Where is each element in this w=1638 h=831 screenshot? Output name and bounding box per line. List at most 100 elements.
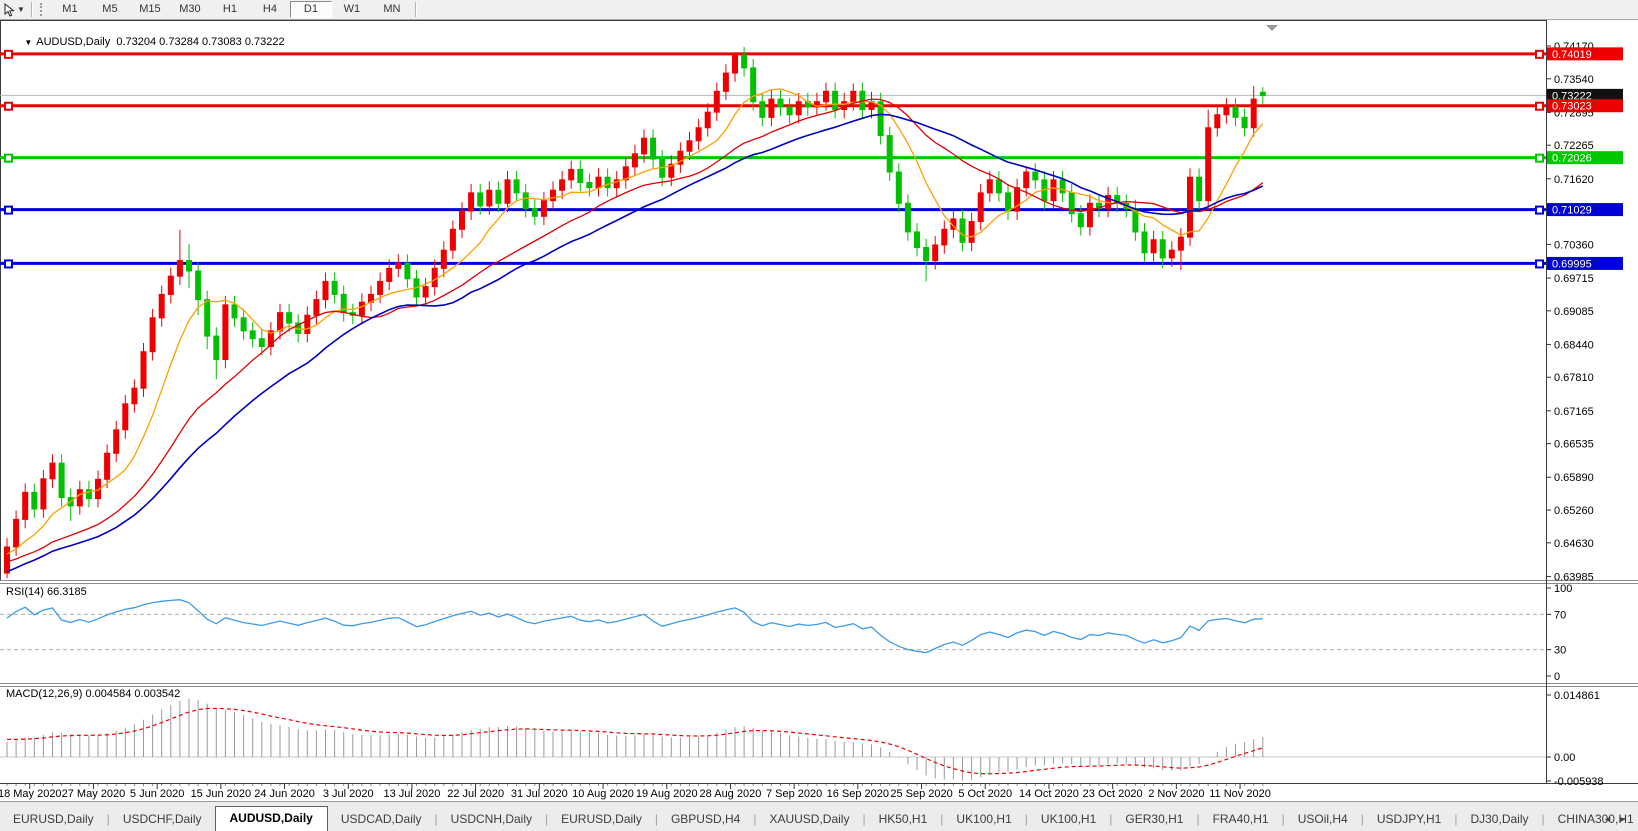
chart-area[interactable]: 0.74170 0.73540 0.72895 0.72265 0.71620 0.703… [0,20,1638,801]
date-label: 22 Jul 2020 [447,788,504,800]
rsi-tick-label: 70 [1554,609,1566,621]
rsi-line [6,599,1263,654]
candlestick-series[interactable] [4,47,1266,579]
chart-title: ▼ AUDUSD,Daily 0.73204 0.73284 0.73083 0.… [6,24,285,60]
price-tag-0.71029 [1547,203,1623,217]
line-anchor-square[interactable] [1535,205,1544,215]
date-label: 5 Jun 2020 [130,788,184,800]
tab-separator: | [1281,812,1285,826]
line-anchor-square[interactable] [4,259,13,269]
chart-tab-dj30-daily[interactable]: DJ30,Daily [1470,812,1529,826]
moving-average-20[interactable] [6,98,1264,563]
timeframe-button-d1[interactable]: D1 [289,1,332,18]
date-label: 23 Oct 2020 [1083,788,1143,800]
chart-title-ohlc: 0.73204 0.73284 0.73083 0.73222 [116,36,285,48]
price-tick-label: 0.67165 [1554,406,1594,418]
toolbar-separator [30,2,33,17]
price-tick-label: 0.69085 [1554,306,1594,318]
tab-separator: | [1454,812,1458,826]
tab-separator: | [654,812,658,826]
macd-histogram [6,698,1264,781]
line-anchor-square[interactable] [1535,259,1544,269]
date-label: 11 Nov 2020 [1209,788,1271,800]
line-anchor-square[interactable] [4,205,13,215]
line-anchor-square[interactable] [4,49,13,59]
date-label: 16 Sep 2020 [827,788,889,800]
date-label: 27 May 2020 [62,788,126,800]
timeframe-button-w1[interactable]: W1 [343,3,361,15]
tab-separator: | [106,812,110,826]
triangle-down-icon[interactable]: ▼ [24,38,33,47]
date-label: 18 May 2020 [0,788,62,800]
price-tick-label: 0.72265 [1554,140,1594,152]
price-tick-label: 0.65890 [1554,472,1594,484]
chart-tab-uk100-h1[interactable]: UK100,H1 [956,812,1012,826]
chart-tab-gbpusd-h4[interactable]: GBPUSD,H4 [670,812,741,826]
tab-separator: | [1360,812,1364,826]
price-tag-0.69995 [1547,256,1623,270]
chart-tab-usoil-h4[interactable]: USOil,H4 [1297,812,1348,826]
chart-tab-usdcnh-daily[interactable]: USDCNH,Daily [450,812,533,826]
timeframe-button-mn[interactable]: MN [383,3,401,15]
chevron-down-icon[interactable]: ▼ [17,5,25,14]
date-label: 3 Jul 2020 [323,788,374,800]
tab-separator: | [545,812,549,826]
price-tick-label: 0.68440 [1554,339,1594,351]
chart-tab-xauusd-daily[interactable]: XAUUSD,Daily [769,812,850,826]
chart-tab-usdjpy-h1[interactable]: USDJPY,H1 [1376,812,1442,826]
chart-title-symbol: AUDUSD,Daily [36,36,111,48]
toolbar-separator [414,2,417,17]
timeframe-button-h1[interactable]: H1 [222,3,237,15]
tab-separator: | [940,812,944,826]
price-tag-0.72026 [1547,151,1623,165]
cursor-tool-button[interactable]: ▼ [0,1,28,18]
chart-tab-eurusd-daily[interactable]: EURUSD,Daily [13,812,94,826]
moving-average-28[interactable] [6,113,1264,573]
timeframe-button-h4[interactable]: H4 [262,3,277,15]
tab-scroll-right-icon[interactable]: ► [1618,814,1633,824]
chart-tab-china300-h1[interactable]: CHINA300,H1 [1557,812,1634,826]
toolbar-grip[interactable] [39,3,46,16]
candlestick-chart[interactable]: 0.741700.735400.728950.722650.716200.703… [0,20,1638,801]
macd-signal-line [6,707,1263,775]
date-label: 31 Jul 2020 [511,788,568,800]
line-anchor-square[interactable] [4,101,13,111]
tabs-container: EURUSD,Daily | USDCHF,Daily AUDUSD,Daily USD… [0,806,1638,831]
chart-tab-usdcad-daily[interactable]: USDCAD,Daily [340,812,422,826]
price-tag-0.73023 [1547,99,1623,113]
chart-tab-usdchf-daily[interactable]: USDCHF,Daily [122,812,202,826]
timeframe-button-m1[interactable]: M1 [62,3,78,15]
line-anchor-square[interactable] [1535,49,1544,59]
macd-tick-label: 0.00 [1554,752,1575,764]
chart-tab-ger30-h1[interactable]: GER30,H1 [1125,812,1184,826]
tab-scroll-left-icon[interactable]: ◄ [1603,814,1619,824]
timeframe-buttons: M1 M5 M15 M30 H1 H4 D1 W1 MN [50,1,412,18]
line-anchor-square[interactable] [1535,153,1544,163]
date-label: 7 Sep 2020 [766,788,822,800]
timeframe-button-m5[interactable]: M5 [102,3,118,15]
price-tick-label: 0.66535 [1554,439,1594,451]
date-label: 5 Oct 2020 [958,788,1012,800]
date-label: 13 Jul 2020 [384,788,441,800]
chart-tab-fra40-h1[interactable]: FRA40,H1 [1212,812,1269,826]
price-tag-label: 0.69995 [1552,258,1592,270]
moving-average-8[interactable] [6,88,1264,555]
chart-tab-uk100-h1[interactable]: UK100,H1 [1040,812,1097,826]
tab-separator: | [753,812,757,826]
line-anchor-square[interactable] [4,153,13,163]
rsi-tick-label: 0 [1554,671,1560,683]
price-tag-label: 0.73023 [1552,101,1592,113]
line-anchor-square[interactable] [1535,101,1544,111]
timeframe-button-m15[interactable]: M15 [139,3,161,15]
date-label: 2 Nov 2020 [1148,788,1204,800]
chart-tab-audusd-daily[interactable]: AUDUSD,Daily [214,806,328,831]
chart-shift-marker-icon[interactable] [1266,25,1278,31]
chart-tab-eurusd-daily[interactable]: EURUSD,Daily [561,812,642,826]
macd-tick-label: 0.014861 [1554,690,1600,702]
date-label: 24 Jun 2020 [254,788,315,800]
chart-tab-hk50-h1[interactable]: HK50,H1 [878,812,928,826]
toolbar: ▼ M1 M5 M15 M30 H1 H4 D1 W1 MN [0,0,1638,20]
macd-tick-label: -0.005938 [1554,776,1604,788]
timeframe-button-m30[interactable]: M30 [179,3,201,15]
